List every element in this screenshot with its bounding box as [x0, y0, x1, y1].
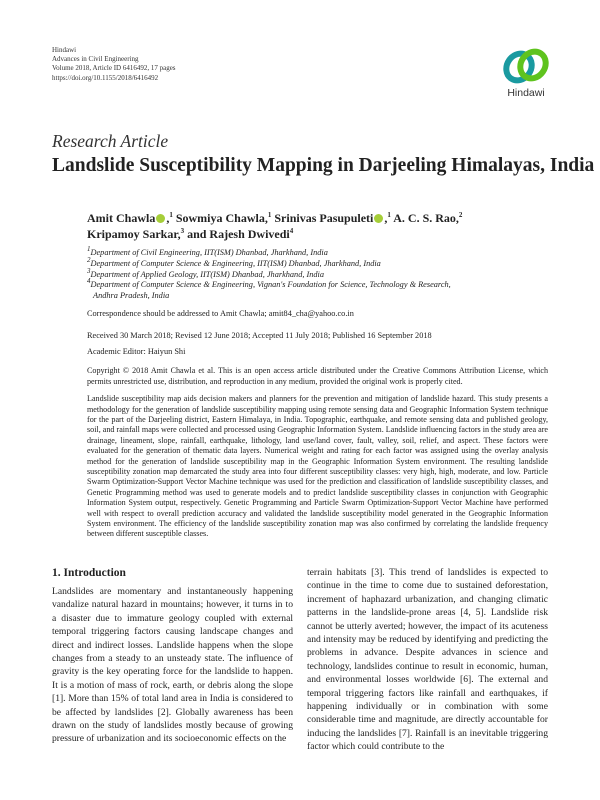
hindawi-logo-icon	[503, 48, 549, 84]
orcid-icon[interactable]	[374, 214, 384, 223]
affiliation-continued: Andhra Pradesh, India	[93, 291, 170, 301]
affiliation-marker: 2	[458, 211, 463, 219]
author-name: Sowmiya Chawla	[175, 211, 265, 225]
affiliation: 2Department of Computer Science & Engine…	[87, 256, 527, 270]
author-name: Srinivas Pasupuleti	[274, 211, 374, 225]
affiliation-marker: 1	[267, 211, 272, 219]
publisher: Hindawi	[52, 46, 77, 54]
journal-header: Hindawi Advances in Civil Engineering Vo…	[52, 46, 176, 83]
article-type: Research Article	[52, 131, 169, 151]
orcid-icon[interactable]	[156, 214, 166, 223]
article-title: Landslide Susceptibility Mapping in Darj…	[52, 155, 595, 176]
journal-name: Advances in Civil Engineering	[52, 55, 139, 64]
correspondence: Correspondence should be addressed to Am…	[87, 309, 354, 318]
author-name: Amit Chawla	[87, 211, 156, 225]
affiliation-number: 3	[87, 266, 91, 275]
doi-link[interactable]: https://doi.org/10.1155/2018/6416492	[52, 73, 159, 82]
logo-text: Hindawi	[507, 87, 545, 99]
affiliation-marker: 1	[387, 211, 391, 219]
author-list: Amit Chawla ,1 Sowmiya Chawla,1 Srinivas …	[87, 211, 463, 241]
affiliation-text: Department of Computer Science & Enginee…	[90, 258, 381, 268]
author-name: Rajesh Dwivedi	[209, 227, 290, 241]
copyright-notice: Copyright © 2018 Amit Chawla et al. This…	[87, 366, 548, 386]
section-heading: 1. Introduction	[52, 566, 126, 579]
affiliation-number: 1	[87, 245, 91, 254]
academic-editor: Academic Editor: Haiyun Shi	[87, 346, 186, 356]
affiliation-marker: 3	[180, 227, 185, 235]
affiliation-marker: 1	[169, 211, 173, 219]
affiliation-text: Department of Civil Engineering, IIT(ISM…	[90, 248, 328, 257]
affiliation-marker: 4	[289, 227, 294, 235]
affiliation-number: 4	[87, 277, 91, 286]
affiliation: 1Department of Civil Engineering, IIT(IS…	[87, 245, 527, 259]
affiliations: 1Department of Civil Engineering, IIT(IS…	[87, 245, 527, 302]
introduction-section: 1. Introduction Landslides are momentary…	[52, 566, 548, 754]
publication-dates: Received 30 March 2018; Revised 12 June …	[87, 330, 432, 340]
abstract: Landslide susceptibility map aids decisi…	[87, 394, 548, 539]
author-name: A. C. S. Rao	[393, 211, 456, 225]
hindawi-logo: Hindawi	[498, 48, 554, 99]
right-column: terrain habitats [3]. This trend of land…	[307, 566, 548, 754]
body-column-right: terrain habitats [3]. This trend of land…	[307, 566, 548, 753]
body-column-left: Landslides are momentary and instantaneo…	[52, 585, 293, 745]
volume-info: Volume 2018, Article ID 6416492, 17 page…	[52, 64, 176, 73]
affiliation-text: Department of Applied Geology, IIT(ISM) …	[90, 269, 325, 279]
affiliation: 4Department of Computer Science & Engine…	[87, 277, 527, 291]
author-name: Kripamoy Sarkar	[87, 227, 178, 241]
affiliation: 3Department of Applied Geology, IIT(ISM)…	[87, 266, 527, 281]
article-body: Correspondence should be addressed to Am…	[52, 309, 548, 754]
affiliation-number: 2	[87, 256, 91, 265]
affiliation-text: Department of Computer Science & Enginee…	[90, 280, 451, 290]
left-column: 1. Introduction Landslides are momentary…	[52, 566, 293, 754]
